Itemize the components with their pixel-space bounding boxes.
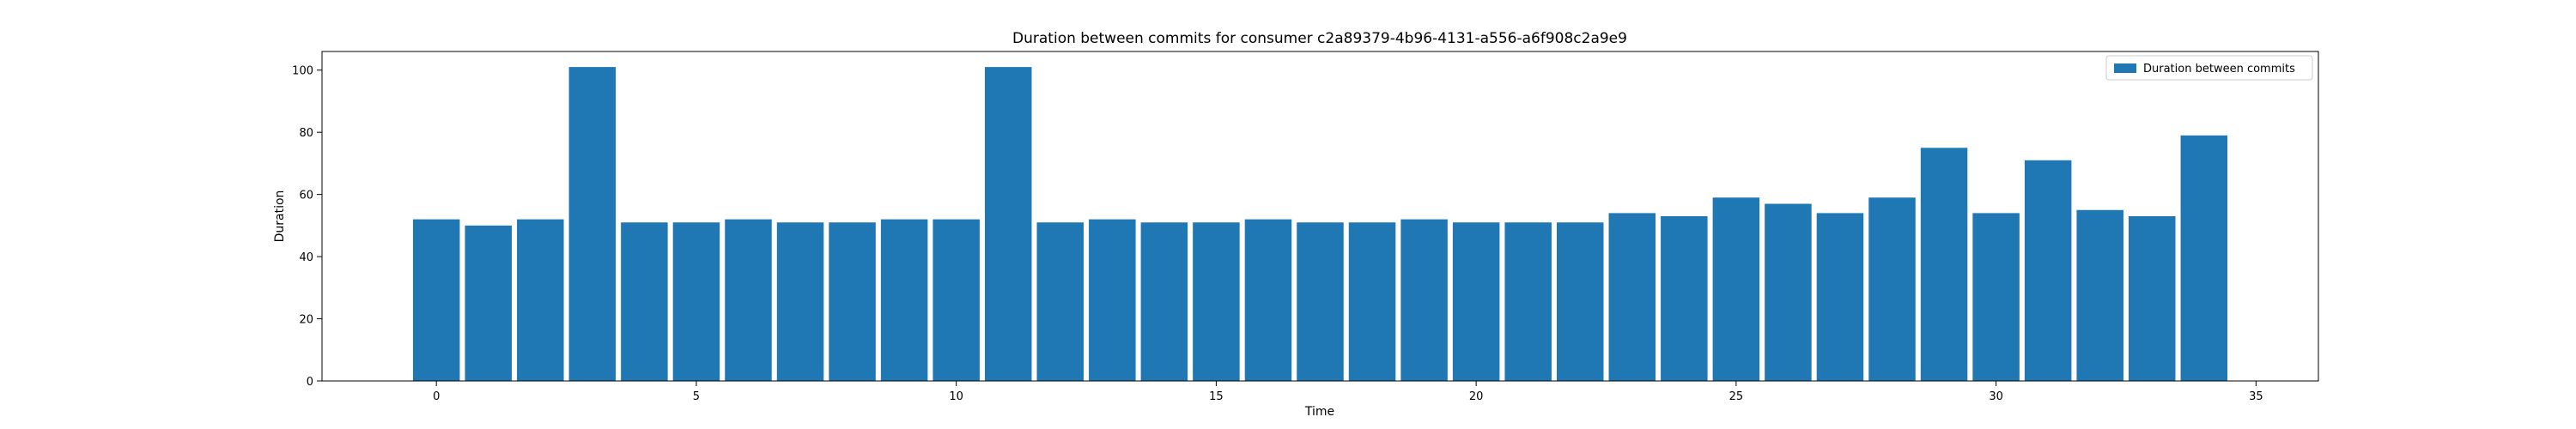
bar-14	[1140, 222, 1188, 381]
y-tick-label-80: 80	[299, 127, 313, 140]
bar-34	[2180, 135, 2228, 381]
y-tick-label-60: 60	[299, 190, 313, 202]
y-tick-label-40: 40	[299, 251, 313, 264]
bar-32	[2076, 209, 2123, 381]
bar-2	[517, 219, 564, 381]
y-tick-label-100: 100	[292, 65, 313, 78]
bar-9	[880, 219, 928, 381]
bar-28	[1868, 197, 1916, 381]
bar-26	[1765, 203, 1812, 381]
legend: Duration between commits	[2105, 55, 2313, 81]
y-tick-label-20: 20	[299, 314, 313, 327]
x-tick-label-30: 30	[1989, 390, 2003, 403]
bar-18	[1348, 222, 1396, 381]
x-axis-label: Time	[1304, 405, 1334, 419]
x-tick-label-15: 15	[1209, 390, 1224, 403]
x-tick-label-25: 25	[1729, 390, 1744, 403]
bar-11	[984, 67, 1032, 381]
x-axis-ticks: 0 5 10 15 20 25 30 35	[433, 381, 2263, 403]
bar-23	[1608, 213, 1656, 381]
bar-15	[1193, 222, 1240, 381]
y-axis-ticks: 0 20 40 60 80 100	[292, 65, 322, 389]
bar-3	[568, 67, 617, 381]
x-tick-label-0: 0	[433, 390, 440, 403]
bar-6	[725, 219, 772, 381]
bar-7	[776, 222, 824, 381]
x-tick-label-35: 35	[2249, 390, 2263, 403]
legend-label: Duration between commits	[2143, 63, 2295, 76]
x-tick-label-5: 5	[693, 390, 700, 403]
bar-12	[1036, 222, 1084, 381]
bar-27	[1816, 213, 1864, 381]
bar-33	[2129, 216, 2176, 381]
bar-17	[1297, 222, 1344, 381]
bar-4	[621, 222, 668, 381]
bar-20	[1452, 222, 1500, 381]
bar-1	[465, 225, 512, 381]
bar-21	[1504, 222, 1552, 381]
bar-29	[1920, 148, 1968, 381]
bar-10	[933, 219, 980, 381]
bar-31	[2024, 160, 2072, 381]
bars-group	[412, 67, 2228, 381]
bar-13	[1089, 219, 1136, 381]
x-tick-label-20: 20	[1469, 390, 1484, 403]
bar-22	[1556, 222, 1604, 381]
chart-title: Duration between commits for consumer c2…	[1012, 30, 1627, 47]
legend-swatch	[2114, 63, 2136, 73]
bar-24	[1661, 216, 1708, 381]
bar-16	[1244, 219, 1292, 381]
x-tick-label-10: 10	[949, 390, 963, 403]
plot-frame	[321, 51, 2319, 382]
bar-8	[829, 222, 876, 381]
bar-30	[1972, 213, 2020, 381]
bar-25	[1712, 197, 1760, 381]
y-tick-label-0: 0	[307, 376, 313, 389]
bar-19	[1400, 219, 1448, 381]
y-axis-label: Duration	[273, 190, 287, 243]
legend-box	[2105, 55, 2313, 81]
bar-5	[672, 222, 720, 381]
bar-0	[412, 219, 460, 381]
